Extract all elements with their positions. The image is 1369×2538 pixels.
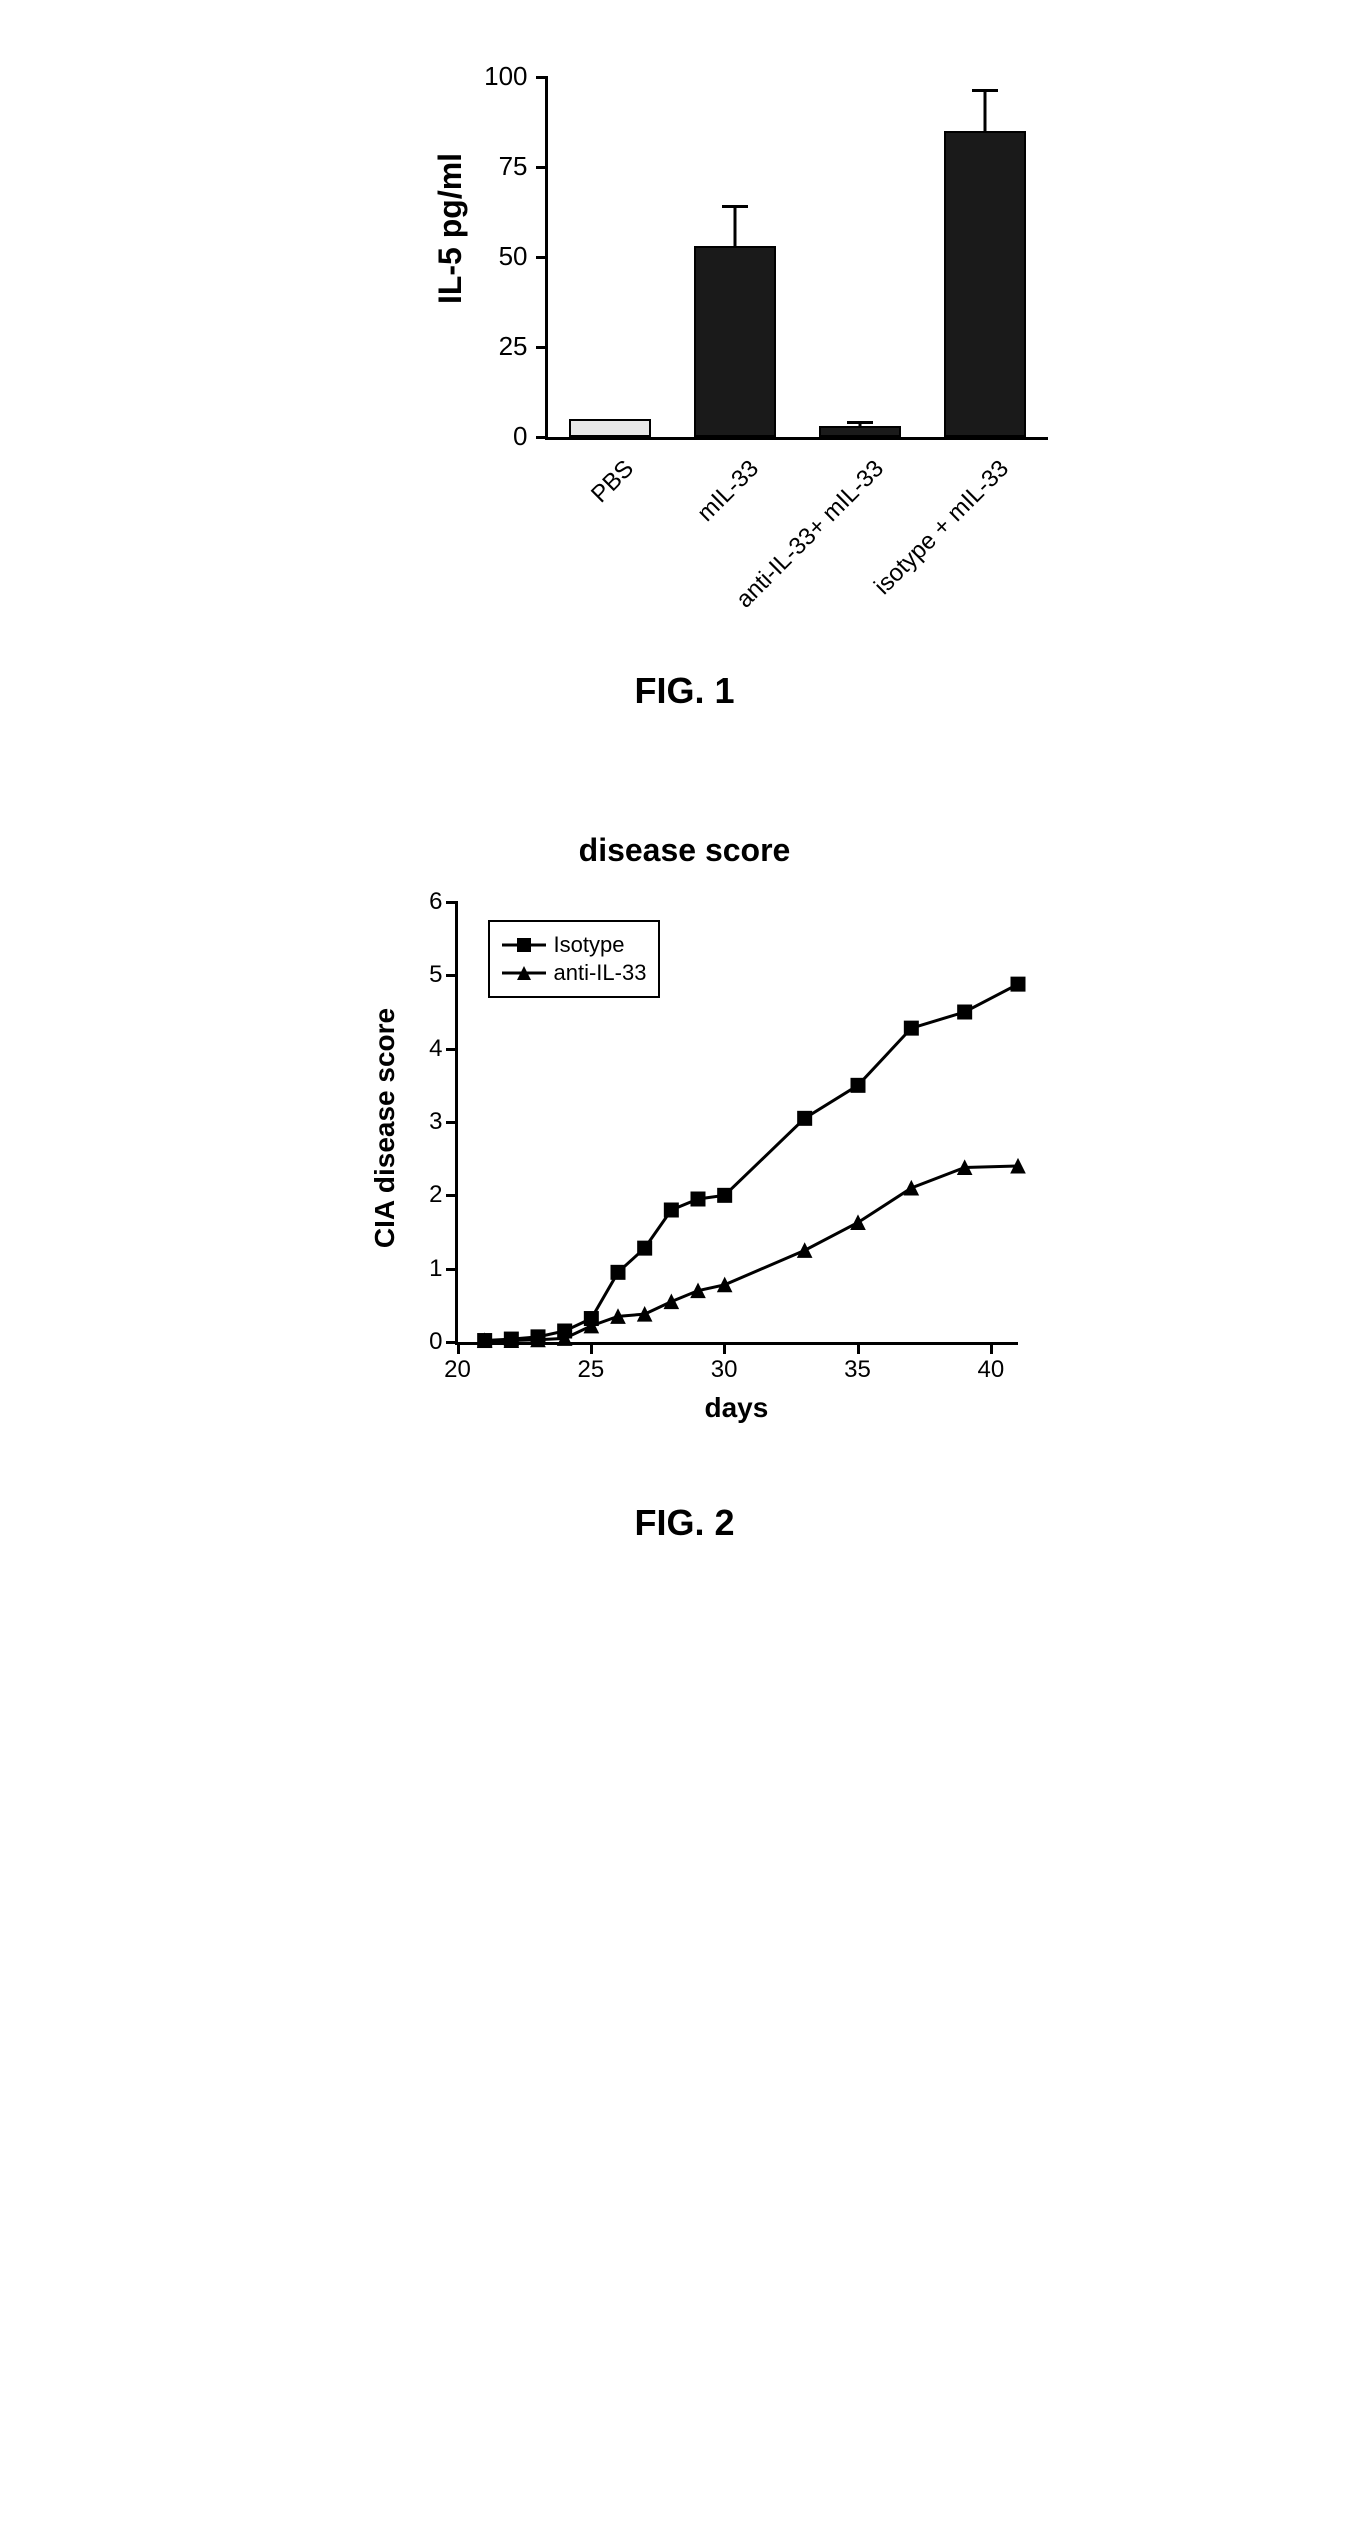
line-chart-title: disease score [305,832,1065,869]
y-tick-label: 100 [448,61,528,92]
legend-label: anti-IL-33 [554,960,647,986]
bar [819,426,900,437]
y-tick-label: 50 [448,241,528,272]
legend-item: Isotype [502,932,647,958]
triangle-marker-icon [502,964,546,982]
legend-label: Isotype [554,932,625,958]
y-tick-label: 25 [448,331,528,362]
line-plot-area: 01234562025303540Isotypeanti-IL-33 [455,902,1018,1345]
y-tick-label: 6 [403,888,443,916]
figure-1-caption: FIG. 1 [634,670,734,712]
figure-2: disease score CIA disease score 01234562… [40,712,1329,1544]
y-tick-label: 4 [403,1035,443,1063]
bar-plot-area: 0255075100PBSmIL-33anti-IL-33+ mIL-33iso… [545,77,1048,440]
y-tick-label: 75 [448,151,528,182]
y-tick-label: 5 [403,961,443,989]
line-chart: disease score CIA disease score 01234562… [305,832,1065,1472]
figure-1: IL-5 pg/ml 0255075100PBSmIL-33anti-IL-33… [40,40,1329,712]
bar [694,246,775,437]
x-tick-label: 35 [833,1356,883,1384]
y-tick-label: 1 [403,1255,443,1283]
x-tick-label: 25 [566,1356,616,1384]
legend-item: anti-IL-33 [502,960,647,986]
y-tick-label: 2 [403,1181,443,1209]
y-tick-label: 0 [403,1328,443,1356]
legend: Isotypeanti-IL-33 [488,920,661,998]
bar [569,419,650,437]
line-y-axis-label: CIA disease score [369,1008,401,1248]
x-tick-label: 30 [699,1356,749,1384]
bar [944,131,1025,437]
bar-chart: IL-5 pg/ml 0255075100PBSmIL-33anti-IL-33… [365,40,1085,640]
figure-2-caption: FIG. 2 [634,1502,734,1544]
y-tick-label: 3 [403,1108,443,1136]
line-x-axis-label: days [705,1392,769,1424]
y-tick-label: 0 [448,421,528,452]
square-marker-icon [502,936,546,954]
x-tick-label: 40 [966,1356,1016,1384]
x-tick-label: 20 [433,1356,483,1384]
